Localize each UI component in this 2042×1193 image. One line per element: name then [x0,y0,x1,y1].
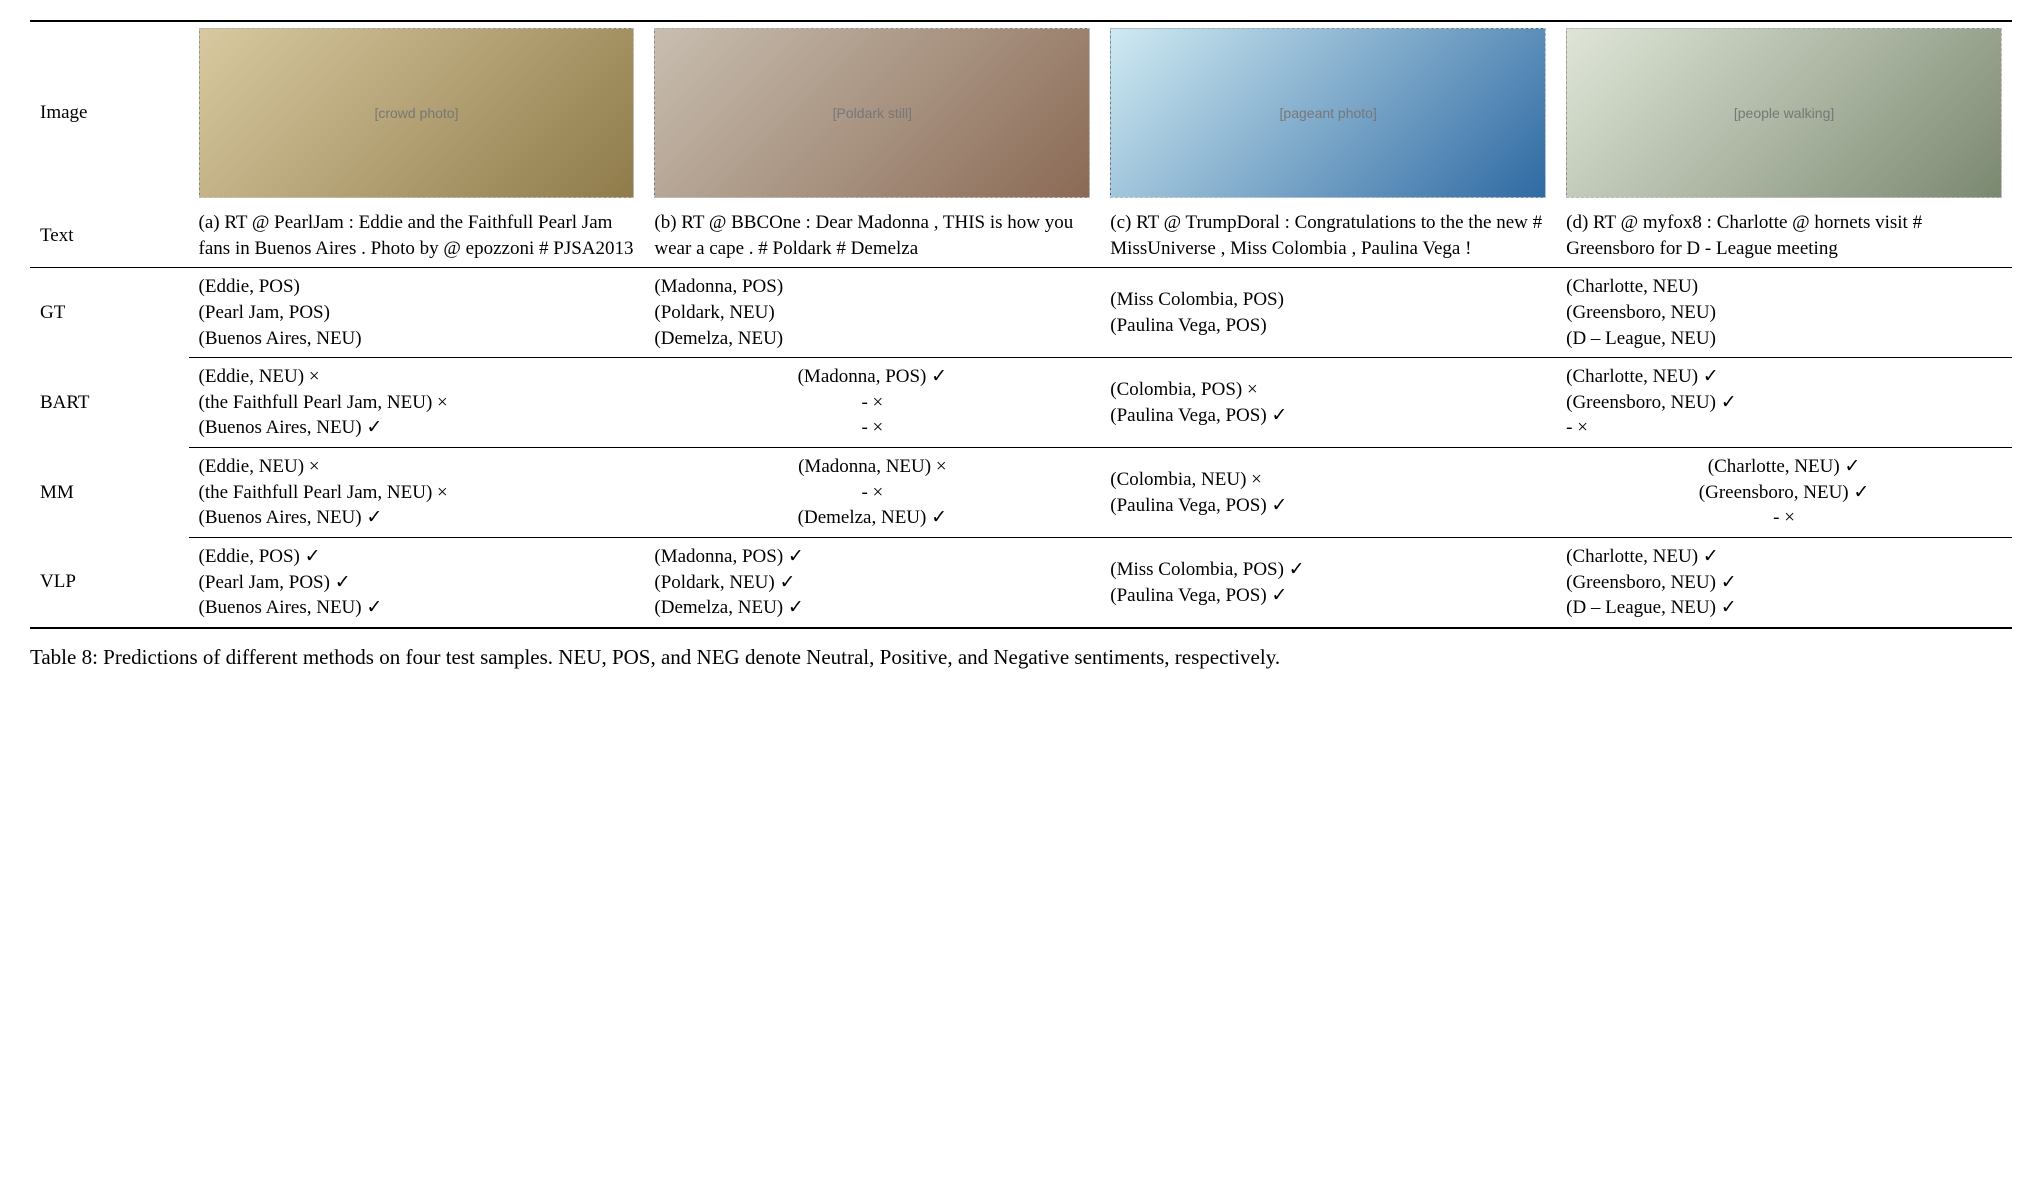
prediction-line: (Pearl Jam, POS) [199,300,635,326]
gt-cell-a: (Eddie, POS)(Pearl Jam, POS)(Buenos Aire… [189,268,645,358]
vlp-cell-d: (Charlotte, NEU) ✓(Greensboro, NEU) ✓(D … [1556,538,2012,628]
image-cell-b: [Poldark still] [644,21,1100,204]
prediction-line: (Madonna, NEU) × [654,454,1090,480]
prediction-line: (Paulina Vega, POS) [1110,313,1546,339]
prediction-line: (Poldark, NEU) [654,300,1090,326]
prediction-line: (Miss Colombia, POS) ✓ [1110,557,1546,583]
text-cell-a: (a) RT @ PearlJam : Eddie and the Faithf… [189,204,645,268]
prediction-line: (Charlotte, NEU) [1566,274,2002,300]
bart-cell-d: (Charlotte, NEU) ✓(Greensboro, NEU) ✓- × [1556,358,2012,448]
prediction-line: (Pearl Jam, POS) ✓ [199,570,635,596]
row-gt: GT (Eddie, POS)(Pearl Jam, POS)(Buenos A… [30,268,2012,358]
bart-cell-a: (Eddie, NEU) ×(the Faithfull Pearl Jam, … [189,358,645,448]
prediction-line: - × [1566,505,2002,531]
prediction-line: (Eddie, POS) ✓ [199,544,635,570]
prediction-line: (Colombia, POS) × [1110,377,1546,403]
prediction-line: (Madonna, POS) ✓ [654,364,1090,390]
prediction-line: (Colombia, NEU) × [1110,467,1546,493]
prediction-line: - × [654,480,1090,506]
sample-image-c: [pageant photo] [1110,28,1546,198]
mm-cell-d: (Charlotte, NEU) ✓(Greensboro, NEU) ✓- × [1556,448,2012,538]
prediction-line: - × [654,415,1090,441]
results-table: Image [crowd photo] [Poldark still] [pag… [30,20,2012,629]
prediction-line: (Madonna, POS) ✓ [654,544,1090,570]
row-vlp: VLP (Eddie, POS) ✓(Pearl Jam, POS) ✓(Bue… [30,538,2012,628]
row-label-text: Text [30,204,189,268]
mm-cell-b: (Madonna, NEU) ×- ×(Demelza, NEU) ✓ [644,448,1100,538]
vlp-cell-b: (Madonna, POS) ✓(Poldark, NEU) ✓(Demelza… [644,538,1100,628]
bart-cell-c: (Colombia, POS) ×(Paulina Vega, POS) ✓ [1100,358,1556,448]
prediction-line: (Greensboro, NEU) ✓ [1566,570,2002,596]
prediction-line: (Greensboro, NEU) ✓ [1566,480,2002,506]
gt-cell-c: (Miss Colombia, POS)(Paulina Vega, POS) [1100,268,1556,358]
gt-cell-b: (Madonna, POS)(Poldark, NEU)(Demelza, NE… [644,268,1100,358]
text-cell-c: (c) RT @ TrumpDoral : Congratulations to… [1100,204,1556,268]
prediction-line: (Eddie, NEU) × [199,364,635,390]
prediction-line: (Demelza, NEU) [654,326,1090,352]
prediction-line: (the Faithfull Pearl Jam, NEU) × [199,480,635,506]
prediction-line: (Buenos Aires, NEU) ✓ [199,595,635,621]
prediction-line: (Eddie, NEU) × [199,454,635,480]
sample-image-a: [crowd photo] [199,28,635,198]
table-caption: Table 8: Predictions of different method… [30,643,2012,672]
sample-image-b: [Poldark still] [654,28,1090,198]
prediction-line: (Charlotte, NEU) ✓ [1566,364,2002,390]
mm-cell-a: (Eddie, NEU) ×(the Faithfull Pearl Jam, … [189,448,645,538]
prediction-line: (Greensboro, NEU) ✓ [1566,390,2002,416]
row-mm: MM (Eddie, NEU) ×(the Faithfull Pearl Ja… [30,448,2012,538]
prediction-line: (Buenos Aires, NEU) ✓ [199,505,635,531]
image-cell-a: [crowd photo] [189,21,645,204]
row-label-bart: BART [30,358,189,448]
prediction-line: (the Faithfull Pearl Jam, NEU) × [199,390,635,416]
text-cell-b: (b) RT @ BBCOne : Dear Madonna , THIS is… [644,204,1100,268]
prediction-line: (Charlotte, NEU) ✓ [1566,454,2002,480]
prediction-line: (Poldark, NEU) ✓ [654,570,1090,596]
prediction-line: (Madonna, POS) [654,274,1090,300]
prediction-line: (Demelza, NEU) ✓ [654,505,1090,531]
prediction-line: (D – League, NEU) [1566,326,2002,352]
sample-image-d: [people walking] [1566,28,2002,198]
prediction-line: (Eddie, POS) [199,274,635,300]
vlp-cell-a: (Eddie, POS) ✓(Pearl Jam, POS) ✓(Buenos … [189,538,645,628]
prediction-line: (Greensboro, NEU) [1566,300,2002,326]
gt-cell-d: (Charlotte, NEU)(Greensboro, NEU)(D – Le… [1556,268,2012,358]
prediction-line: (Buenos Aires, NEU) ✓ [199,415,635,441]
row-image: Image [crowd photo] [Poldark still] [pag… [30,21,2012,204]
prediction-line: (Miss Colombia, POS) [1110,287,1546,313]
prediction-line: (Paulina Vega, POS) ✓ [1110,493,1546,519]
prediction-line: (Demelza, NEU) ✓ [654,595,1090,621]
prediction-line: (Paulina Vega, POS) ✓ [1110,583,1546,609]
row-bart: BART (Eddie, NEU) ×(the Faithfull Pearl … [30,358,2012,448]
row-label-vlp: VLP [30,538,189,628]
row-label-mm: MM [30,448,189,538]
image-cell-d: [people walking] [1556,21,2012,204]
prediction-line: (Charlotte, NEU) ✓ [1566,544,2002,570]
prediction-line: (Paulina Vega, POS) ✓ [1110,403,1546,429]
prediction-line: (Buenos Aires, NEU) [199,326,635,352]
bart-cell-b: (Madonna, POS) ✓- ×- × [644,358,1100,448]
row-text: Text (a) RT @ PearlJam : Eddie and the F… [30,204,2012,268]
text-cell-d: (d) RT @ myfox8 : Charlotte @ hornets vi… [1556,204,2012,268]
mm-cell-c: (Colombia, NEU) ×(Paulina Vega, POS) ✓ [1100,448,1556,538]
image-cell-c: [pageant photo] [1100,21,1556,204]
row-label-gt: GT [30,268,189,358]
prediction-line: - × [1566,415,2002,441]
prediction-line: - × [654,390,1090,416]
row-label-image: Image [30,21,189,204]
prediction-line: (D – League, NEU) ✓ [1566,595,2002,621]
results-table-container: Image [crowd photo] [Poldark still] [pag… [30,20,2012,629]
vlp-cell-c: (Miss Colombia, POS) ✓(Paulina Vega, POS… [1100,538,1556,628]
